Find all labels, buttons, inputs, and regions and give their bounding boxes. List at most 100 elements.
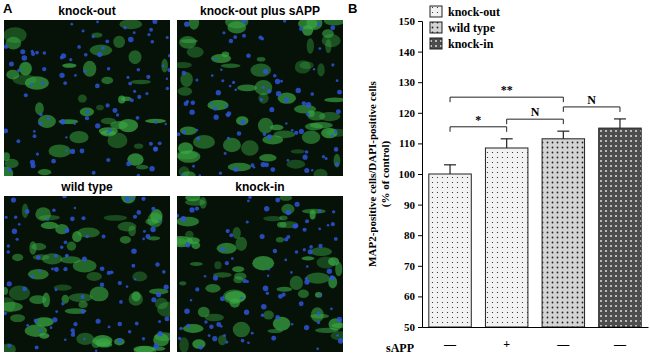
neuron-stain [193, 135, 215, 149]
neuron-stain [178, 87, 192, 96]
tick-mark [418, 113, 422, 114]
nucleus-stain [263, 286, 269, 292]
nucleus-stain [85, 235, 89, 239]
y-axis-title: MAP2-positive cells/DAPI-positive cells(… [366, 80, 392, 266]
nucleus-stain [229, 85, 232, 88]
nucleus-stain [149, 166, 154, 171]
significance-bracket [507, 119, 564, 124]
neuron-stain [328, 276, 337, 288]
nucleus-stain [149, 28, 153, 32]
nucleus-stain [273, 74, 277, 78]
neuron-stain [77, 227, 100, 237]
nucleus-stain [7, 168, 11, 172]
tick-label: 130 [399, 76, 416, 88]
tick-mark [418, 174, 422, 175]
nucleus-stain [246, 53, 251, 58]
nucleus-stain [318, 47, 321, 50]
tick-mark [418, 266, 422, 267]
nucleus-stain [294, 131, 298, 135]
nucleus-stain [64, 240, 68, 244]
tick-label: — [556, 337, 570, 351]
nucleus-stain [151, 207, 155, 211]
neuron-stain [180, 126, 197, 134]
neuron-stain [4, 287, 8, 295]
neuron-stain [69, 293, 93, 302]
neuron-stain [259, 154, 276, 162]
nucleus-stain [196, 136, 200, 140]
nucleus-stain [152, 20, 157, 24]
nucleus-stain [65, 229, 69, 233]
bar [485, 148, 527, 327]
legend-swatch [430, 38, 442, 49]
nucleus-stain [133, 31, 136, 34]
nucleus-stain [327, 224, 330, 227]
error-bar-cap [614, 118, 626, 119]
nucleus-stain [271, 336, 276, 341]
y-tick: 130 [399, 76, 423, 88]
nucleus-stain [303, 155, 308, 160]
tick-label: 70 [404, 260, 416, 272]
nucleus-stain [220, 69, 223, 72]
neuron-stain [42, 293, 50, 308]
nucleus-stain [282, 293, 286, 297]
neuron-stain [291, 149, 305, 153]
nucleus-stain [303, 248, 306, 251]
legend-swatch [430, 6, 442, 17]
nucleus-stain [158, 320, 161, 323]
nucleus-stain [84, 53, 88, 57]
nucleus-stain [208, 334, 211, 337]
nucleus-stain [20, 49, 25, 54]
nucleus-stain [210, 102, 213, 105]
nucleus-stain [145, 234, 150, 239]
nucleus-stain [204, 275, 207, 278]
micrograph [177, 20, 343, 176]
neuron-stain [132, 271, 147, 281]
neuron-stain [279, 221, 298, 228]
nucleus-stain [106, 158, 110, 162]
nucleus-stain [150, 227, 155, 232]
nucleus-stain [86, 110, 90, 114]
y-tick: 100 [399, 168, 423, 180]
nucleus-stain [275, 315, 280, 320]
bar [429, 174, 471, 327]
nucleus-stain [141, 197, 145, 201]
image-caption: wild type [60, 180, 113, 194]
nucleus-stain [226, 229, 230, 233]
nucleus-stain [273, 249, 277, 253]
nucleus-stain [105, 39, 109, 43]
nucleus-stain [149, 142, 153, 146]
nucleus-stain [269, 107, 274, 112]
nucleus-stain [258, 35, 262, 39]
image-caption: knock-out plus sAPP [200, 4, 320, 18]
panel-label: B [348, 1, 357, 16]
neuron-stain [48, 144, 70, 157]
nucleus-stain [225, 340, 228, 343]
neuron-stain [241, 140, 259, 155]
nucleus-stain [123, 26, 126, 29]
nucleus-stain [112, 108, 117, 113]
nucleus-stain [331, 134, 334, 137]
neuron-stain [101, 77, 113, 85]
nucleus-stain [107, 271, 111, 275]
neuron-stain [107, 133, 127, 149]
nucleus-stain [118, 281, 122, 285]
neuron-stain [223, 138, 241, 152]
nucleus-stain [51, 268, 54, 271]
neuron-stain [177, 62, 192, 68]
nucleus-stain [316, 347, 319, 350]
nucleus-stain [131, 264, 135, 268]
neuron-stain [120, 236, 131, 244]
nucleus-stain [304, 168, 309, 173]
neuron-stain [145, 119, 166, 123]
neuron-stain [42, 253, 63, 264]
nucleus-stain [260, 98, 263, 101]
nucleus-stain [74, 74, 77, 77]
nucleus-stain [65, 255, 68, 258]
tick-label: 110 [399, 137, 415, 149]
nucleus-stain [225, 105, 228, 108]
nucleus-stain [108, 129, 111, 132]
neuron-stain [276, 237, 284, 242]
nucleus-stain [70, 23, 73, 26]
nucleus-stain [220, 325, 223, 328]
neuron-stain [185, 196, 200, 201]
